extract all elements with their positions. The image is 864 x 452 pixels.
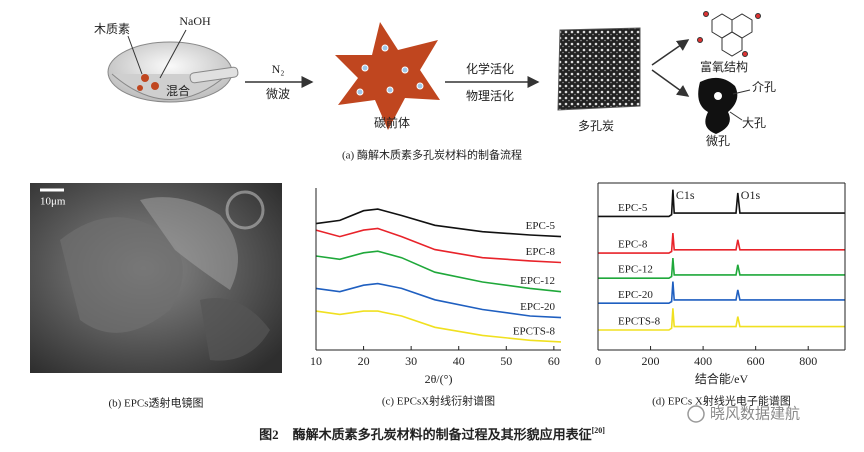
pore-structure <box>698 77 738 134</box>
sem-feature <box>60 217 183 333</box>
series-label: EPC-5 <box>526 220 556 232</box>
arrow <box>651 69 690 97</box>
x-tick-label: 200 <box>642 354 660 368</box>
x-axis-label: 2θ/(°) <box>425 372 453 386</box>
label: 化学活化 <box>466 61 514 76</box>
caption: (d) EPCs X射线光电子能谱图 <box>652 394 791 408</box>
x-axis-label: 结合能/eV <box>695 371 749 386</box>
particle <box>401 66 409 74</box>
series-label: EPC-8 <box>618 239 648 251</box>
particle <box>416 82 424 90</box>
grain <box>141 74 149 82</box>
x-tick-label: 600 <box>747 354 765 368</box>
figure-label: 图2 <box>259 427 279 442</box>
panel-a: 木质素 NaOH 混合 N₂ 微波 碳前体 化学活化 物理活化 多孔炭 富氧结构… <box>94 11 776 162</box>
label: N₂ <box>272 62 285 76</box>
panel-b: 10μm (b) EPCs透射电镜图 <box>30 183 282 410</box>
caption: (c) EPCsX射线衍射谱图 <box>382 394 495 408</box>
series-label: EPC-12 <box>520 275 555 287</box>
pore <box>714 92 722 100</box>
pestle <box>189 66 239 84</box>
label: 微孔 <box>706 134 730 148</box>
series-line <box>315 282 562 319</box>
grain <box>137 85 143 91</box>
figure-caption: 图2 酶解木质素多孔炭材料的制备过程及其形貌应用表征[20] <box>259 426 605 442</box>
series-label: EPCTS-8 <box>513 325 556 337</box>
figure-ref: [20] <box>592 426 606 435</box>
x-tick-label: 10 <box>310 354 322 368</box>
scale-label: 10μm <box>40 196 66 208</box>
molecule <box>697 11 761 57</box>
series-label: EPC-20 <box>618 289 653 301</box>
x-tick-label: 800 <box>799 354 817 368</box>
particle <box>356 88 364 96</box>
label: 混合 <box>166 83 190 98</box>
annotation: C1s <box>676 188 695 202</box>
grain <box>151 82 159 90</box>
label: 介孔 <box>752 80 776 94</box>
x-tick-label: 60 <box>548 354 560 368</box>
series-label: EPC-5 <box>618 202 648 214</box>
figure-title: 酶解木质素多孔炭材料的制备过程及其形貌应用表征 <box>293 427 592 442</box>
series-label: EPC-20 <box>520 301 555 313</box>
particle <box>386 86 394 94</box>
carbon-precursor <box>335 22 440 130</box>
series-line <box>598 233 845 254</box>
sem-feature <box>200 298 270 361</box>
label: 木质素 <box>94 22 130 36</box>
series-line <box>315 250 562 293</box>
caption: (a) 酶解木质素多孔炭材料的制备流程 <box>342 148 522 162</box>
label: 富氧结构 <box>700 59 748 74</box>
series-label: EPCTS-8 <box>618 315 661 327</box>
x-tick-label: 50 <box>500 354 512 368</box>
series-label: EPC-8 <box>526 246 556 258</box>
pointer <box>729 111 743 121</box>
x-tick-label: 400 <box>694 354 712 368</box>
watermark: 晓风数据建航 <box>687 405 800 423</box>
x-tick-label: 40 <box>453 354 465 368</box>
arrow <box>651 39 690 66</box>
caption: (b) EPCs透射电镜图 <box>108 396 203 410</box>
series-line <box>598 308 845 331</box>
series-line <box>598 258 845 279</box>
label: 微波 <box>266 87 290 101</box>
particle <box>381 44 389 52</box>
series-line <box>315 310 562 343</box>
series-label: EPC-12 <box>618 264 653 276</box>
label: 物理活化 <box>466 89 514 103</box>
watermark-text: 晓风数据建航 <box>710 405 800 423</box>
label: 大孔 <box>742 116 766 130</box>
sem-feature <box>225 190 265 230</box>
annotation: O1s <box>741 188 761 202</box>
pointer <box>127 35 143 75</box>
series-line <box>315 208 562 238</box>
label: 碳前体 <box>374 115 410 130</box>
pointer <box>732 89 751 95</box>
label: NaOH <box>179 14 211 28</box>
pointer <box>159 29 187 79</box>
sem-feature <box>140 197 238 290</box>
watermark-icon <box>687 405 705 423</box>
series-line <box>315 227 562 264</box>
label: 多孔炭 <box>578 119 614 133</box>
x-tick-label: 0 <box>595 354 601 368</box>
x-tick-label: 30 <box>405 354 417 368</box>
series-line <box>598 189 845 218</box>
series-line <box>598 281 845 304</box>
x-tick-label: 20 <box>358 354 370 368</box>
porous-cube <box>557 27 641 111</box>
particle <box>361 64 369 72</box>
